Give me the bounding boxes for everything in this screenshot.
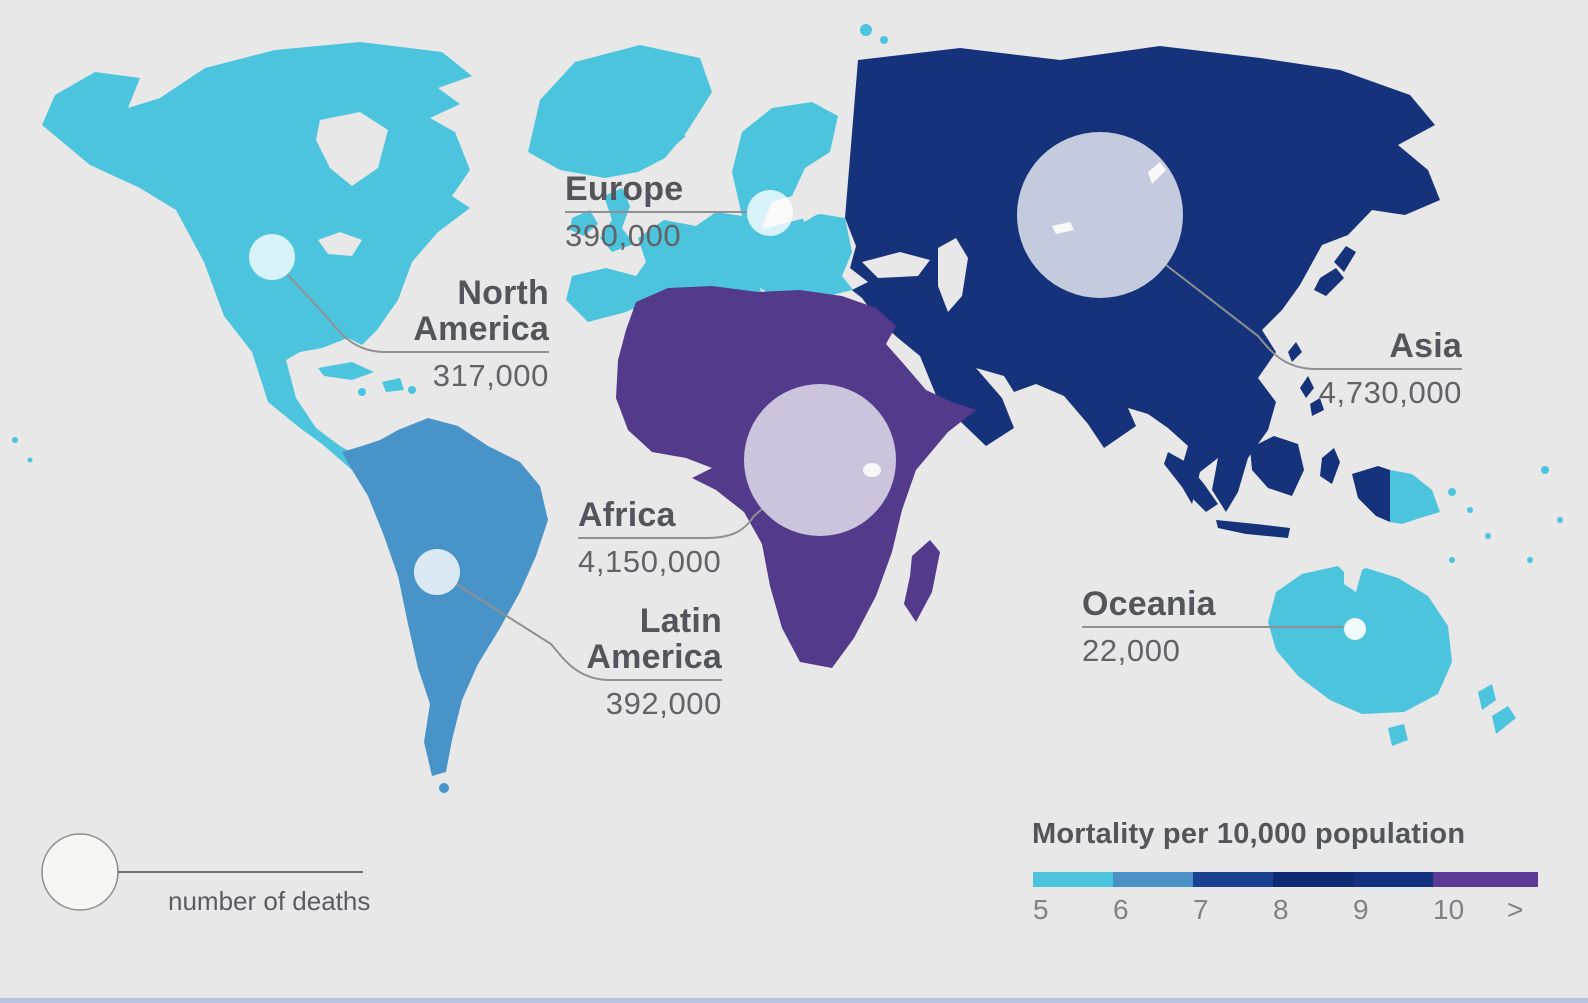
japan — [1334, 246, 1356, 272]
taiwan — [1288, 342, 1302, 362]
sakhalin — [1356, 184, 1370, 216]
japan — [1314, 268, 1344, 296]
sumatra — [1164, 452, 1218, 512]
region-value-africa: 4,150,000 — [578, 544, 722, 579]
new-guinea-west — [1352, 466, 1390, 522]
tierra-del-fuego — [439, 783, 449, 793]
scale-legend-segment — [1033, 872, 1113, 887]
scale-legend-segment — [1273, 872, 1353, 887]
deaths-bubble-asia — [1017, 132, 1183, 298]
deaths-bubble-africa — [744, 384, 896, 536]
region-shape-oceania — [1268, 466, 1563, 746]
baltic-sea — [798, 172, 830, 222]
hispaniola — [382, 378, 404, 392]
scale-legend-bar — [1033, 872, 1538, 887]
leader-line-asia — [1165, 264, 1462, 370]
tasmania — [1388, 724, 1408, 746]
region-shape-north-america — [12, 42, 712, 470]
ireland — [570, 210, 598, 236]
australia — [1268, 566, 1452, 714]
black-sea — [862, 252, 930, 278]
great-lakes — [318, 232, 362, 256]
borneo — [1250, 436, 1304, 496]
region-label-europe: Europe — [565, 170, 684, 209]
size-legend-circle — [41, 833, 119, 911]
scale-legend-segment — [1433, 872, 1538, 887]
region-value-asia: 4,730,000 — [1318, 375, 1462, 410]
deaths-bubble-north-america — [249, 234, 295, 280]
pacific-island — [12, 437, 18, 443]
pacific-island — [1557, 517, 1563, 523]
java — [1216, 520, 1290, 538]
fiji — [1541, 466, 1549, 474]
caribbean-island — [358, 388, 366, 396]
iceland — [648, 126, 686, 148]
great-britain — [600, 188, 634, 252]
leader-lines — [286, 211, 1462, 681]
region-value-north-america: 317,000 — [432, 358, 549, 393]
scale-legend-tick: 6 — [1113, 894, 1129, 925]
scale-legend-tick: > — [1507, 894, 1524, 925]
philippines — [1310, 398, 1324, 416]
size-legend-graphic — [41, 833, 363, 911]
region-shape-latin-america — [342, 418, 548, 793]
bottom-border — [0, 998, 1588, 1003]
region-value-latin-america: 392,000 — [605, 686, 722, 721]
scale-legend-tick: 8 — [1273, 894, 1289, 925]
new-zealand-south — [1492, 706, 1516, 734]
deaths-bubbles — [249, 132, 1366, 640]
region-shape-asia — [845, 46, 1440, 538]
new-caledonia — [1527, 557, 1533, 563]
philippines — [1300, 376, 1314, 398]
region-value-oceania: 22,000 — [1082, 633, 1181, 668]
scale-legend-tick: 5 — [1033, 894, 1049, 925]
greenland — [528, 45, 712, 178]
caribbean-island — [408, 386, 416, 394]
svalbard — [880, 36, 888, 44]
region-value-europe: 390,000 — [565, 218, 682, 253]
sulawesi — [1320, 448, 1340, 484]
scale-legend-title: Mortality per 10,000 population — [1032, 818, 1466, 850]
gulf-of-carpentaria — [1344, 566, 1362, 592]
region-label-north-america: North America — [413, 273, 549, 349]
leader-line-africa — [578, 508, 763, 539]
deaths-bubble-europe — [747, 190, 793, 236]
region-label-oceania: Oceania — [1082, 585, 1216, 624]
caspian-sea — [938, 238, 968, 312]
scale-legend-tick: 10 — [1433, 894, 1465, 925]
region-label-asia: Asia — [1389, 327, 1462, 366]
cuba — [318, 362, 374, 380]
pacific-island — [27, 457, 33, 463]
hudson-bay — [316, 112, 388, 186]
pacific-island — [1485, 533, 1491, 539]
hainan — [1251, 387, 1261, 397]
deaths-bubble-oceania — [1344, 618, 1366, 640]
new-zealand-north — [1478, 684, 1496, 710]
pacific-island — [1449, 557, 1455, 563]
region-label-latin-america: Latin America — [586, 601, 722, 677]
pacific-island — [1467, 507, 1473, 513]
madagascar — [904, 540, 940, 622]
scale-legend-tick: 9 — [1353, 894, 1369, 925]
scale-legend-tick: 7 — [1193, 894, 1209, 925]
leader-line-latin-america — [455, 583, 722, 681]
scale-legend-ticks: 5 6 7 8 9 10 > — [1033, 894, 1553, 928]
region-label-africa: Africa — [578, 496, 676, 535]
leader-line-north-america — [286, 273, 549, 353]
size-legend-label: number of deaths — [168, 886, 371, 916]
south-america — [342, 418, 548, 776]
scale-legend-segment — [1353, 872, 1433, 887]
scale-legend-segment — [1193, 872, 1273, 887]
deaths-bubble-latin-america — [414, 549, 460, 595]
scale-legend-segment — [1113, 872, 1193, 887]
svalbard — [860, 24, 872, 36]
new-guinea-east — [1390, 470, 1440, 524]
pacific-island — [1448, 488, 1456, 496]
